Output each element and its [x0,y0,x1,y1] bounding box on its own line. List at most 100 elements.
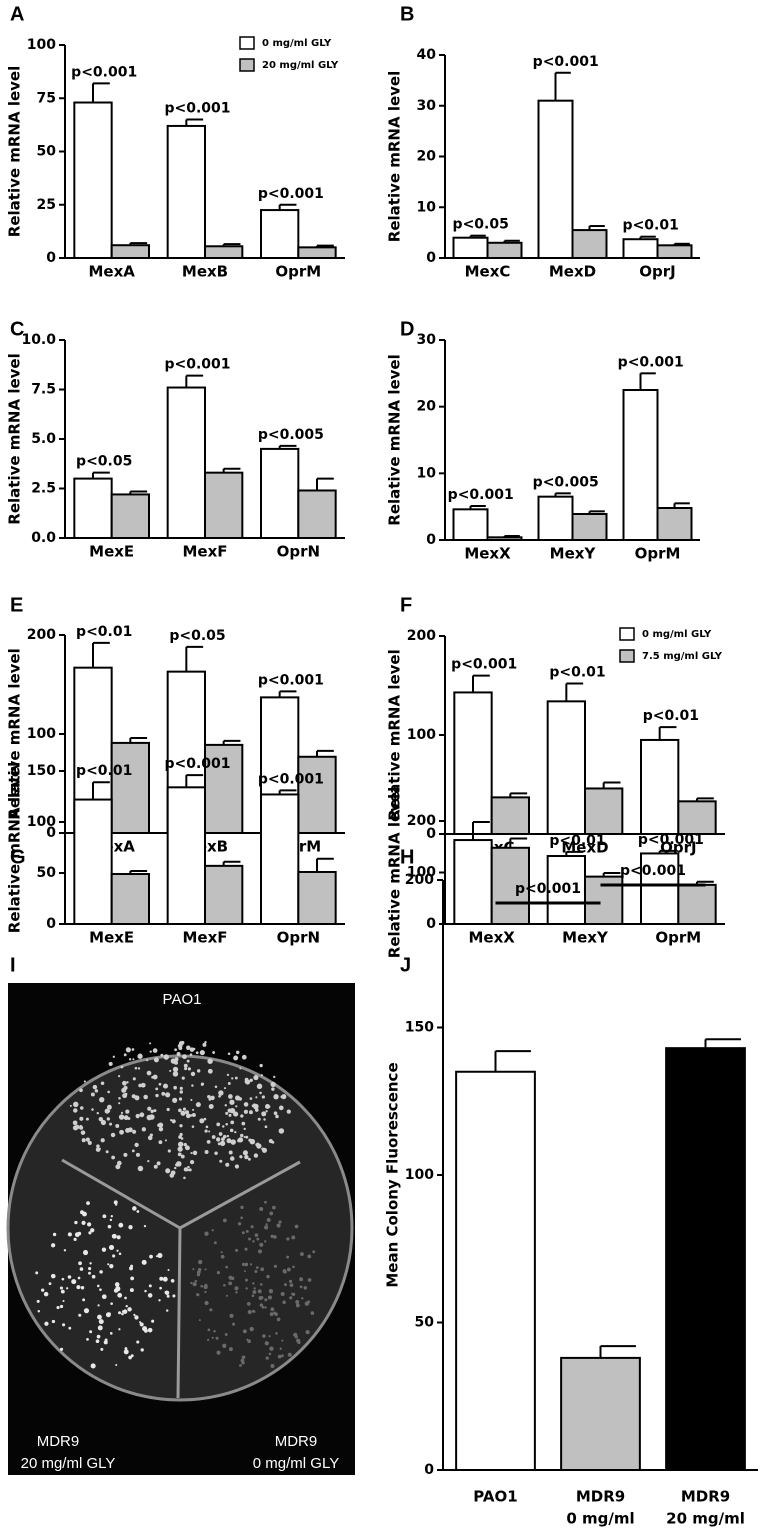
colony [265,1356,269,1360]
colony [147,1327,153,1333]
plate-label: 20 mg/ml GLY [21,1455,116,1472]
p-value: p<0.001 [618,354,684,370]
colony [294,1224,299,1229]
legend-swatch [619,649,635,663]
colony [121,1312,124,1316]
colony [250,1225,254,1229]
colony [259,1206,264,1211]
bar [297,246,337,260]
colony [303,1286,307,1290]
colony [116,1235,121,1240]
y-tick-label: 0.0 [31,530,56,546]
bar [622,238,659,260]
y-tick-label: 10.0 [21,332,56,348]
x-tick-label: OprM [635,545,681,563]
colony [199,1050,205,1056]
colony [245,1079,251,1085]
y-axis-label: Relative mRNA level [6,648,24,819]
colony [269,1312,274,1317]
y-tick-label: 150 [27,763,56,779]
colony [109,1332,113,1335]
x-tick-label: MexY [550,545,597,563]
colony [118,1222,124,1228]
colony [97,1284,100,1288]
colony [218,1132,223,1136]
bar [656,244,693,259]
colony [80,1210,84,1215]
colony [183,1167,188,1172]
legend-label: 20 mg/ml GLY [262,60,339,71]
colony [184,1110,190,1115]
colony [289,1296,293,1300]
bar [486,536,523,541]
colony [278,1128,285,1134]
colony [68,1326,72,1330]
colony [137,1053,143,1059]
colony [166,1107,170,1112]
colony [74,1220,78,1225]
colony [170,1278,175,1283]
colony [109,1264,114,1269]
bar [73,798,113,925]
colony [234,1076,238,1080]
colony [228,1150,233,1155]
colony [62,1323,66,1327]
bar [297,755,337,835]
colony [178,1108,182,1113]
colony [178,1097,183,1101]
colony [51,1244,55,1248]
legend-label: 0 mg/ml GLY [262,38,332,49]
colony [257,1249,263,1254]
bar [455,1070,536,1471]
colony [219,1159,223,1163]
colony [163,1054,169,1060]
bar [490,846,530,926]
colony [174,1166,177,1170]
colony [259,1063,263,1068]
colony [131,1149,135,1153]
colony [161,1091,166,1096]
colony [125,1304,128,1308]
colony [228,1275,233,1280]
colony [124,1347,128,1350]
colony [90,1228,95,1233]
colony [165,1168,171,1174]
colony [264,1341,269,1346]
colony [172,1294,176,1298]
colony [228,1347,233,1352]
legend-label: 0 mg/ml GLY [642,629,712,640]
colony [96,1111,99,1115]
colony [248,1237,252,1241]
y-tick-label: 50 [415,1315,435,1331]
bar [166,786,207,925]
p-value: p<0.001 [515,881,581,897]
colony [59,1347,64,1351]
colony [225,1162,230,1167]
colony [90,1092,95,1097]
colony [106,1117,111,1121]
colony [283,1283,287,1287]
colony [134,1142,139,1148]
x-tick-label: MexY [562,929,609,947]
colony [218,1094,221,1098]
y-axis-label: Relative mRNA level [6,762,24,933]
colony [176,1161,182,1167]
colony [243,1127,246,1131]
colony [105,1150,109,1154]
colony [230,1139,236,1145]
bar [452,508,489,542]
colony [87,1222,92,1227]
colony [265,1223,268,1226]
colony [63,1249,67,1252]
y-tick-label: 30 [417,98,437,114]
colony [255,1096,258,1099]
colony [125,1127,131,1133]
colony [125,1047,131,1053]
colony [223,1283,226,1287]
colony [158,1126,164,1132]
p-value: p<0.001 [258,672,324,688]
p-value: p<0.001 [165,357,231,373]
colony [92,1084,98,1090]
colony [213,1329,216,1333]
